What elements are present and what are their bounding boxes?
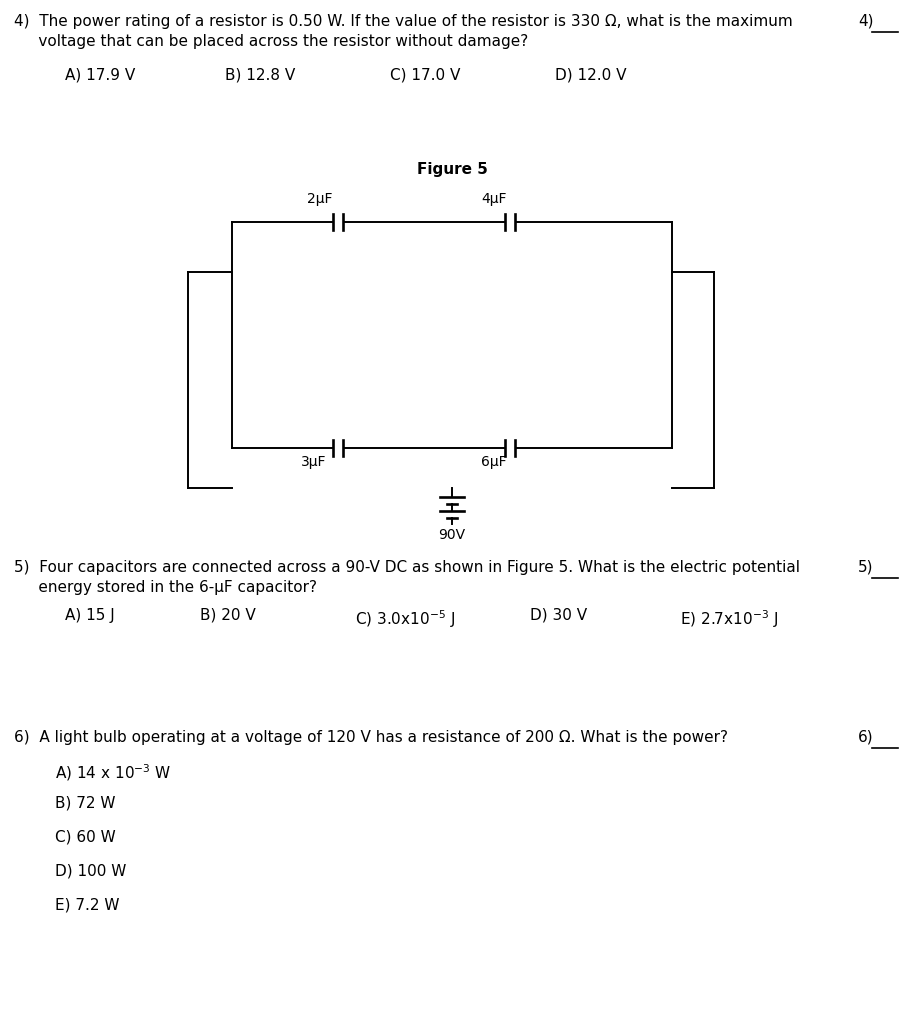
- Text: D) 30 V: D) 30 V: [529, 608, 586, 623]
- Text: 4): 4): [857, 14, 872, 29]
- Text: 5)  Four capacitors are connected across a 90-V DC as shown in Figure 5. What is: 5) Four capacitors are connected across …: [14, 560, 799, 575]
- Text: D) 12.0 V: D) 12.0 V: [554, 68, 626, 83]
- Text: C) 60 W: C) 60 W: [55, 830, 116, 845]
- Text: E) 7.2 W: E) 7.2 W: [55, 898, 119, 913]
- Text: 4)  The power rating of a resistor is 0.50 W. If the value of the resistor is 33: 4) The power rating of a resistor is 0.5…: [14, 14, 792, 29]
- Text: A) 14 x 10$^{-3}$ W: A) 14 x 10$^{-3}$ W: [55, 762, 172, 782]
- Text: 3μF: 3μF: [301, 455, 326, 469]
- Text: Figure 5: Figure 5: [416, 162, 487, 177]
- Text: E) 2.7x10$^{-3}$ J: E) 2.7x10$^{-3}$ J: [679, 608, 777, 630]
- Text: 90V: 90V: [438, 528, 465, 542]
- Text: 6)  A light bulb operating at a voltage of 120 V has a resistance of 200 Ω. What: 6) A light bulb operating at a voltage o…: [14, 730, 727, 745]
- Text: voltage that can be placed across the resistor without damage?: voltage that can be placed across the re…: [14, 34, 527, 49]
- Text: B) 20 V: B) 20 V: [200, 608, 256, 623]
- Text: B) 12.8 V: B) 12.8 V: [225, 68, 295, 83]
- Text: A) 15 J: A) 15 J: [65, 608, 115, 623]
- Text: A) 17.9 V: A) 17.9 V: [65, 68, 135, 83]
- Text: 5): 5): [857, 560, 872, 575]
- Text: C) 3.0x10$^{-5}$ J: C) 3.0x10$^{-5}$ J: [355, 608, 455, 630]
- Text: 6): 6): [857, 730, 872, 745]
- Text: 6μF: 6μF: [480, 455, 507, 469]
- Text: C) 17.0 V: C) 17.0 V: [389, 68, 460, 83]
- Text: 2μF: 2μF: [307, 193, 332, 206]
- Text: B) 72 W: B) 72 W: [55, 796, 116, 811]
- Text: D) 100 W: D) 100 W: [55, 864, 126, 879]
- Text: 4μF: 4μF: [480, 193, 507, 206]
- Text: energy stored in the 6-μF capacitor?: energy stored in the 6-μF capacitor?: [14, 580, 317, 595]
